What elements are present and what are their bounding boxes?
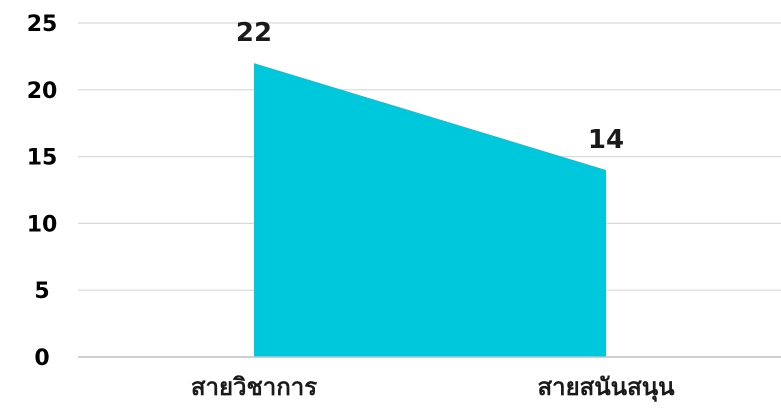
data-label: 14 [588,125,624,155]
data-label: 22 [236,18,272,48]
y-tick-label: 25 [27,12,58,37]
x-category-label: สายสนันสนุน [537,373,675,403]
x-category-label: สายวิชาการ [191,373,317,401]
y-tick-label: 10 [27,212,58,237]
data-labels: 22 14 [236,18,624,155]
y-tick-label: 0 [34,346,49,371]
plot-area [254,63,606,357]
x-axis-category-labels: สายวิชาการ สายสนันสนุน [191,373,675,403]
y-tick-label: 20 [27,79,58,104]
area-series [254,63,606,357]
y-axis-tick-labels: 0 5 10 15 20 25 [27,12,58,371]
y-tick-label: 15 [27,146,58,171]
y-tick-label: 5 [34,279,49,304]
